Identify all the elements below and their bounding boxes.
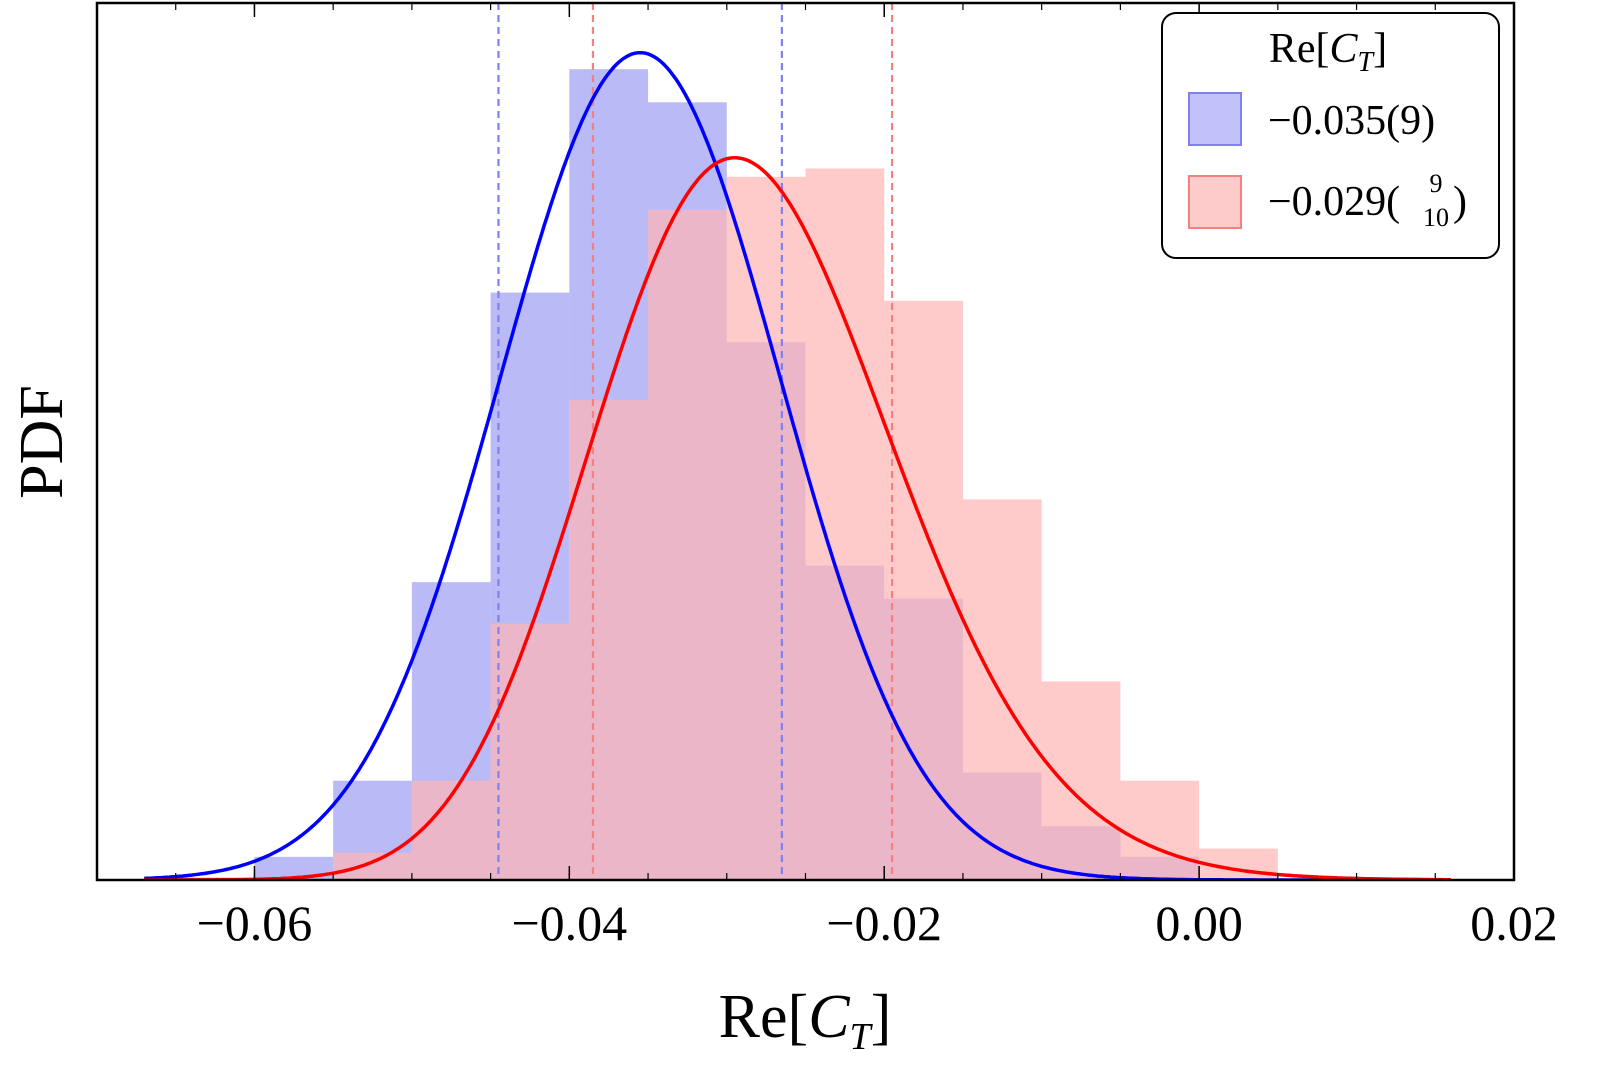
x-axis-tick-labels: −0.06 −0.04 −0.02 0.00 0.02 <box>197 895 1558 951</box>
legend-label-red-subscript: 10 <box>1423 203 1449 232</box>
x-tick-label: −0.04 <box>511 895 627 951</box>
x-axis-ticks <box>96 3 1515 880</box>
legend-box <box>1161 12 1500 259</box>
legend-label-red: −0.029( <box>1268 179 1400 225</box>
legend: Re[CT] −0.035(9) −0.029( 9 10 ) <box>1161 12 1500 259</box>
x-tick-label: 0.00 <box>1155 895 1243 951</box>
legend-label-blue: −0.035(9) <box>1268 98 1435 144</box>
legend-title-close: ] <box>1373 26 1387 72</box>
x-axis-title-main: Re[ <box>719 983 809 1051</box>
hist-bar-red <box>1120 780 1200 880</box>
x-tick-label: 0.02 <box>1470 895 1558 951</box>
legend-title-main: Re[ <box>1269 26 1330 72</box>
y-axis-title: PDF <box>8 385 76 499</box>
hist-bar-red <box>726 176 806 880</box>
legend-label-red-superscript: 9 <box>1430 169 1443 198</box>
legend-swatch-red <box>1188 175 1242 229</box>
density-curve-red <box>144 156 1451 880</box>
legend-swatch-blue <box>1188 92 1242 146</box>
hist-bar-red <box>648 209 727 880</box>
hist-bar-red <box>962 499 1042 880</box>
plot-content <box>144 3 1451 880</box>
x-tick-label: −0.02 <box>826 895 942 951</box>
x-axis-title-subscript: T <box>850 1016 874 1058</box>
legend-title: Re[CT] <box>1269 26 1387 78</box>
x-axis-title: Re[CT] <box>719 983 892 1058</box>
legend-title-subscript: T <box>1358 47 1376 78</box>
hist-bar-red <box>490 623 570 880</box>
hist-bar-blue <box>254 856 334 880</box>
legend-label-red-close: ) <box>1453 179 1467 225</box>
x-tick-label: −0.06 <box>197 895 313 951</box>
hist-bar-red <box>1041 681 1121 880</box>
hist-bar-red <box>569 400 649 880</box>
legend-title-symbol: C <box>1330 26 1359 72</box>
hist-bar-red <box>333 852 412 880</box>
x-axis-title-close: ] <box>871 983 892 1051</box>
x-axis-title-symbol: C <box>808 983 850 1051</box>
hist-bar-red <box>805 168 885 880</box>
